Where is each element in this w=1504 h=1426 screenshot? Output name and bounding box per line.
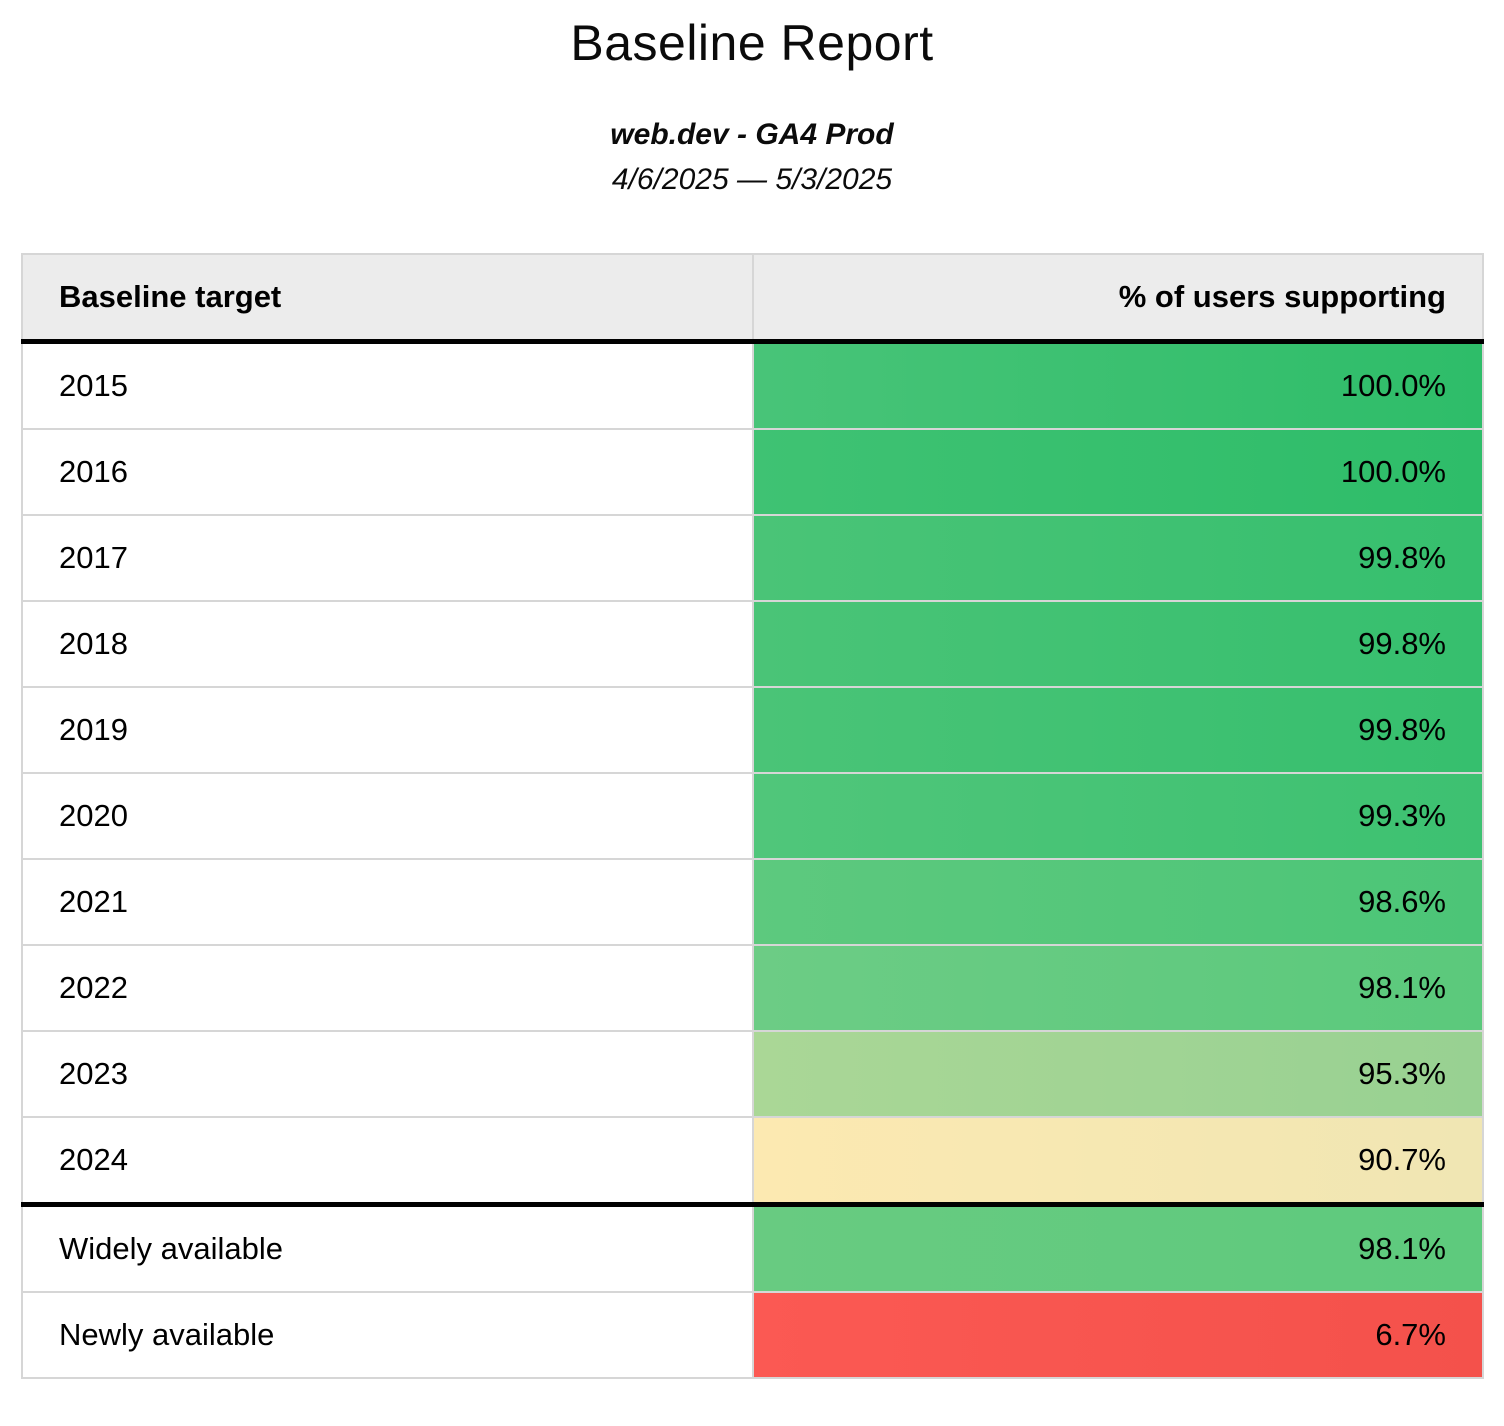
row-value: 95.3% — [752, 1030, 1484, 1118]
row-value: 6.7% — [752, 1291, 1484, 1379]
row-label: Widely available — [21, 1202, 754, 1293]
report-date-range: 4/6/2025 — 5/3/2025 — [611, 163, 893, 196]
row-label: 2015 — [21, 340, 754, 430]
row-value: 98.1% — [752, 944, 1484, 1032]
row-label: 2018 — [21, 600, 754, 688]
table-row: Widely available 98.1% — [21, 1202, 1484, 1293]
baseline-table: Baseline target % of users supporting 20… — [21, 253, 1484, 1379]
table-header: Baseline target % of users supporting — [21, 253, 1484, 344]
row-value: 90.7% — [752, 1116, 1484, 1206]
row-value: 100.0% — [752, 340, 1484, 430]
page-title: Baseline Report — [570, 15, 934, 71]
table-row: 2019 99.8% — [21, 686, 1484, 774]
row-value: 99.8% — [752, 514, 1484, 602]
row-value: 99.8% — [752, 686, 1484, 774]
column-header-baseline-target: Baseline target — [21, 253, 754, 344]
column-header-users-supporting: % of users supporting — [752, 253, 1484, 344]
row-label: 2021 — [21, 858, 754, 946]
row-label: 2022 — [21, 944, 754, 1032]
table-row: 2021 98.6% — [21, 858, 1484, 946]
row-label: 2023 — [21, 1030, 754, 1118]
table-row: 2017 99.8% — [21, 514, 1484, 602]
table-row: 2020 99.3% — [21, 772, 1484, 860]
row-label: 2019 — [21, 686, 754, 774]
table-row: 2023 95.3% — [21, 1030, 1484, 1118]
row-label: 2016 — [21, 428, 754, 516]
row-label: 2017 — [21, 514, 754, 602]
table-row: 2024 90.7% — [21, 1116, 1484, 1206]
table-row: 2018 99.8% — [21, 600, 1484, 688]
table-row: Newly available 6.7% — [21, 1291, 1484, 1379]
table-row: 2022 98.1% — [21, 944, 1484, 1032]
table-row: 2016 100.0% — [21, 428, 1484, 516]
row-value: 99.3% — [752, 772, 1484, 860]
report-subtitle: web.dev - GA4 Prod — [610, 118, 894, 151]
table-row: 2015 100.0% — [21, 340, 1484, 430]
row-value: 98.1% — [752, 1202, 1484, 1293]
row-value: 99.8% — [752, 600, 1484, 688]
table-body: 2015 100.0% 2016 100.0% 2017 99.8% 2018 … — [21, 340, 1484, 1379]
row-label: 2020 — [21, 772, 754, 860]
row-label: 2024 — [21, 1116, 754, 1206]
row-value: 98.6% — [752, 858, 1484, 946]
table-header-row: Baseline target % of users supporting — [21, 253, 1484, 344]
row-value: 100.0% — [752, 428, 1484, 516]
row-label: Newly available — [21, 1291, 754, 1379]
